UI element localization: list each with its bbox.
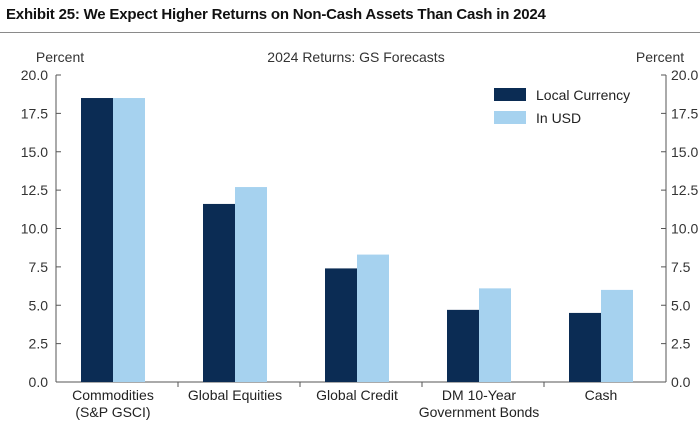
y-tick-label-right: 15.0 [671, 144, 698, 160]
bar-local-currency [569, 312, 601, 382]
y-tick-label-left: 0.0 [29, 374, 49, 390]
y-tick-label-left: 20.0 [21, 67, 48, 83]
y-tick-label-right: 0.0 [671, 374, 691, 390]
y-tick-label-left: 12.5 [21, 182, 48, 198]
plot-area: 0.0 0.0 2.5 2.5 5.0 5.0 7.5 7.5 10.0 10.0 12.5 12.5… [21, 67, 699, 420]
bar-in-usd [601, 289, 633, 382]
bar-in-usd [357, 254, 389, 382]
y-tick-label-left: 10.0 [21, 221, 48, 237]
legend-swatch-in-usd [494, 111, 526, 124]
bar-local-currency [81, 98, 113, 383]
y-tick-label-left: 7.5 [29, 259, 49, 275]
x-category-label: Cash [585, 387, 618, 403]
bar-in-usd [113, 98, 145, 383]
y-tick-label-right: 20.0 [671, 67, 698, 83]
x-category-label: DM 10-Year [442, 387, 517, 403]
y-tick-label-left: 2.5 [29, 336, 49, 352]
bar-local-currency [203, 203, 235, 382]
y-tick-label-right: 10.0 [671, 221, 698, 237]
bar-in-usd [479, 288, 511, 382]
y-tick-label-right: 17.5 [671, 105, 698, 121]
y-tick-label-left: 15.0 [21, 144, 48, 160]
legend-swatch-local-currency [494, 88, 526, 101]
bar-local-currency [325, 268, 357, 382]
x-category-label: (S&P GSCI) [75, 404, 150, 420]
legend-label-local-currency: Local Currency [536, 87, 630, 103]
title-divider [0, 32, 700, 33]
x-category-label: Global Equities [188, 387, 282, 403]
y-axis-title-left: Percent [36, 49, 84, 65]
exhibit-title: Exhibit 25: We Expect Higher Returns on … [6, 6, 546, 23]
x-category-label: Commodities [72, 387, 154, 403]
chart-title: 2024 Returns: GS Forecasts [267, 49, 444, 65]
legend-label-in-usd: In USD [536, 110, 581, 126]
y-tick-label-right: 7.5 [671, 259, 691, 275]
x-category-label: Global Credit [316, 387, 398, 403]
y-tick-label-right: 5.0 [671, 297, 691, 313]
bar-local-currency [447, 309, 479, 382]
y-tick-label-left: 17.5 [21, 105, 48, 121]
bar-in-usd [235, 187, 267, 382]
y-axis-title-right: Percent [636, 49, 684, 65]
y-tick-label-right: 12.5 [671, 182, 698, 198]
y-tick-label-left: 5.0 [29, 297, 49, 313]
x-category-label: Government Bonds [419, 404, 540, 420]
y-tick-label-right: 2.5 [671, 336, 691, 352]
